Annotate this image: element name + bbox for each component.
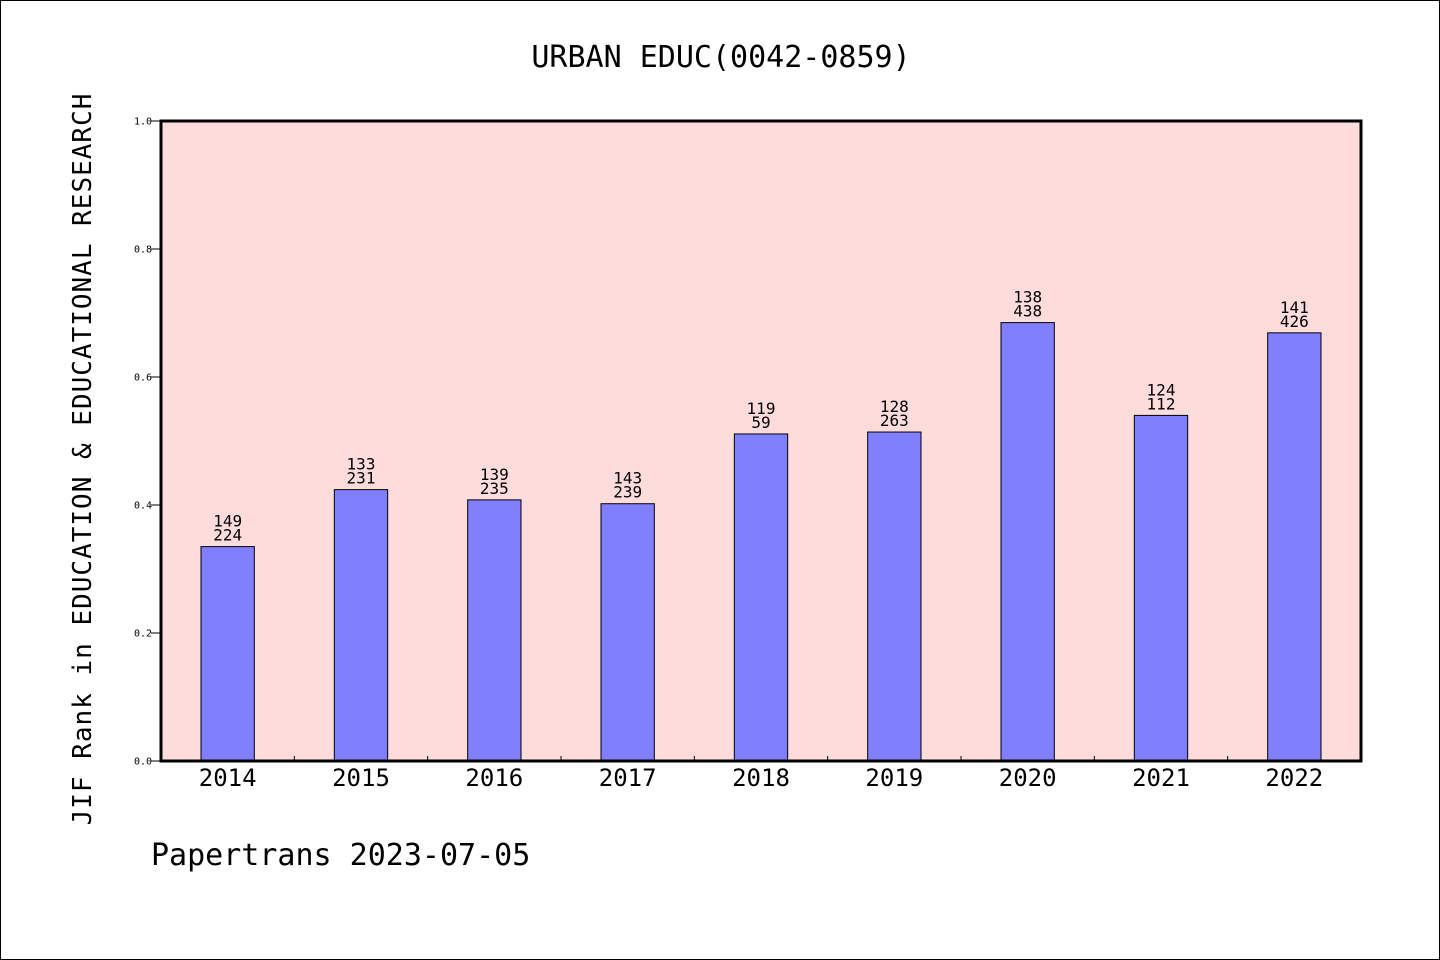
x-tick-label: 2018 [732,764,790,792]
x-tick-label: 2022 [1265,764,1323,792]
data-label-bottom: 235 [480,479,509,498]
data-label-bottom: 263 [880,411,909,430]
x-tick-label: 2019 [865,764,923,792]
data-label-top: 124 [1147,380,1176,399]
bar-2016 [467,499,522,762]
bars [200,322,1322,762]
x-tick-label: 2014 [199,764,257,792]
bar-2019 [867,431,922,762]
y-tick-label: 1.0 [134,117,152,128]
y-tick-label: 0.2 [134,629,152,640]
data-label-top: 141 [1280,298,1309,317]
plot-frame [159,119,1363,763]
x-tick-label: 2020 [999,764,1057,792]
bar-2022 [1267,332,1322,762]
x-tick-label: 2016 [465,764,523,792]
data-label-top: 128 [880,397,909,416]
bar-2020 [1000,322,1055,762]
bar-2021 [1133,414,1189,762]
chart-title: URBAN EDUC(0042-0859) [531,40,910,75]
data-label-bottom: 426 [1280,312,1309,331]
data-label-bottom: 438 [1013,302,1042,321]
data-label-bottom: 231 [347,469,376,488]
data-label-top: 119 [747,399,776,418]
y-tick-label: 0.6 [134,373,152,384]
data-label-bottom: 224 [213,526,242,545]
data-label-bottom: 239 [613,483,642,502]
data-label-top: 133 [347,455,376,474]
bar-2015 [333,489,389,762]
y-tick-label: 0.8 [134,245,152,256]
data-label-top: 143 [613,469,642,488]
footer-credit: Papertrans 2023-07-05 [151,838,530,873]
y-tick-label: 0.0 [134,757,152,768]
x-tick-label: 2017 [599,764,657,792]
data-label-bottom: 112 [1147,394,1176,413]
bar-2018 [733,433,789,762]
bar-2014 [200,546,255,762]
data-label-top: 149 [213,512,242,531]
bar-2017 [600,503,655,762]
x-tick-label: 2021 [1132,764,1190,792]
data-label-bottom: 59 [751,413,770,432]
y-axis-label: JIF Rank in EDUCATION & EDUCATIONAL RESE… [68,93,98,826]
x-tick-label: 2015 [332,764,390,792]
axis-ticks: 0.0 0.2 0.4 0.6 0.8 1.0 2014 2015 2016 2017 2018 20… [134,117,1323,793]
data-label-top: 138 [1013,288,1042,307]
data-label-top: 139 [480,465,509,484]
y-tick-label: 0.4 [134,501,152,512]
